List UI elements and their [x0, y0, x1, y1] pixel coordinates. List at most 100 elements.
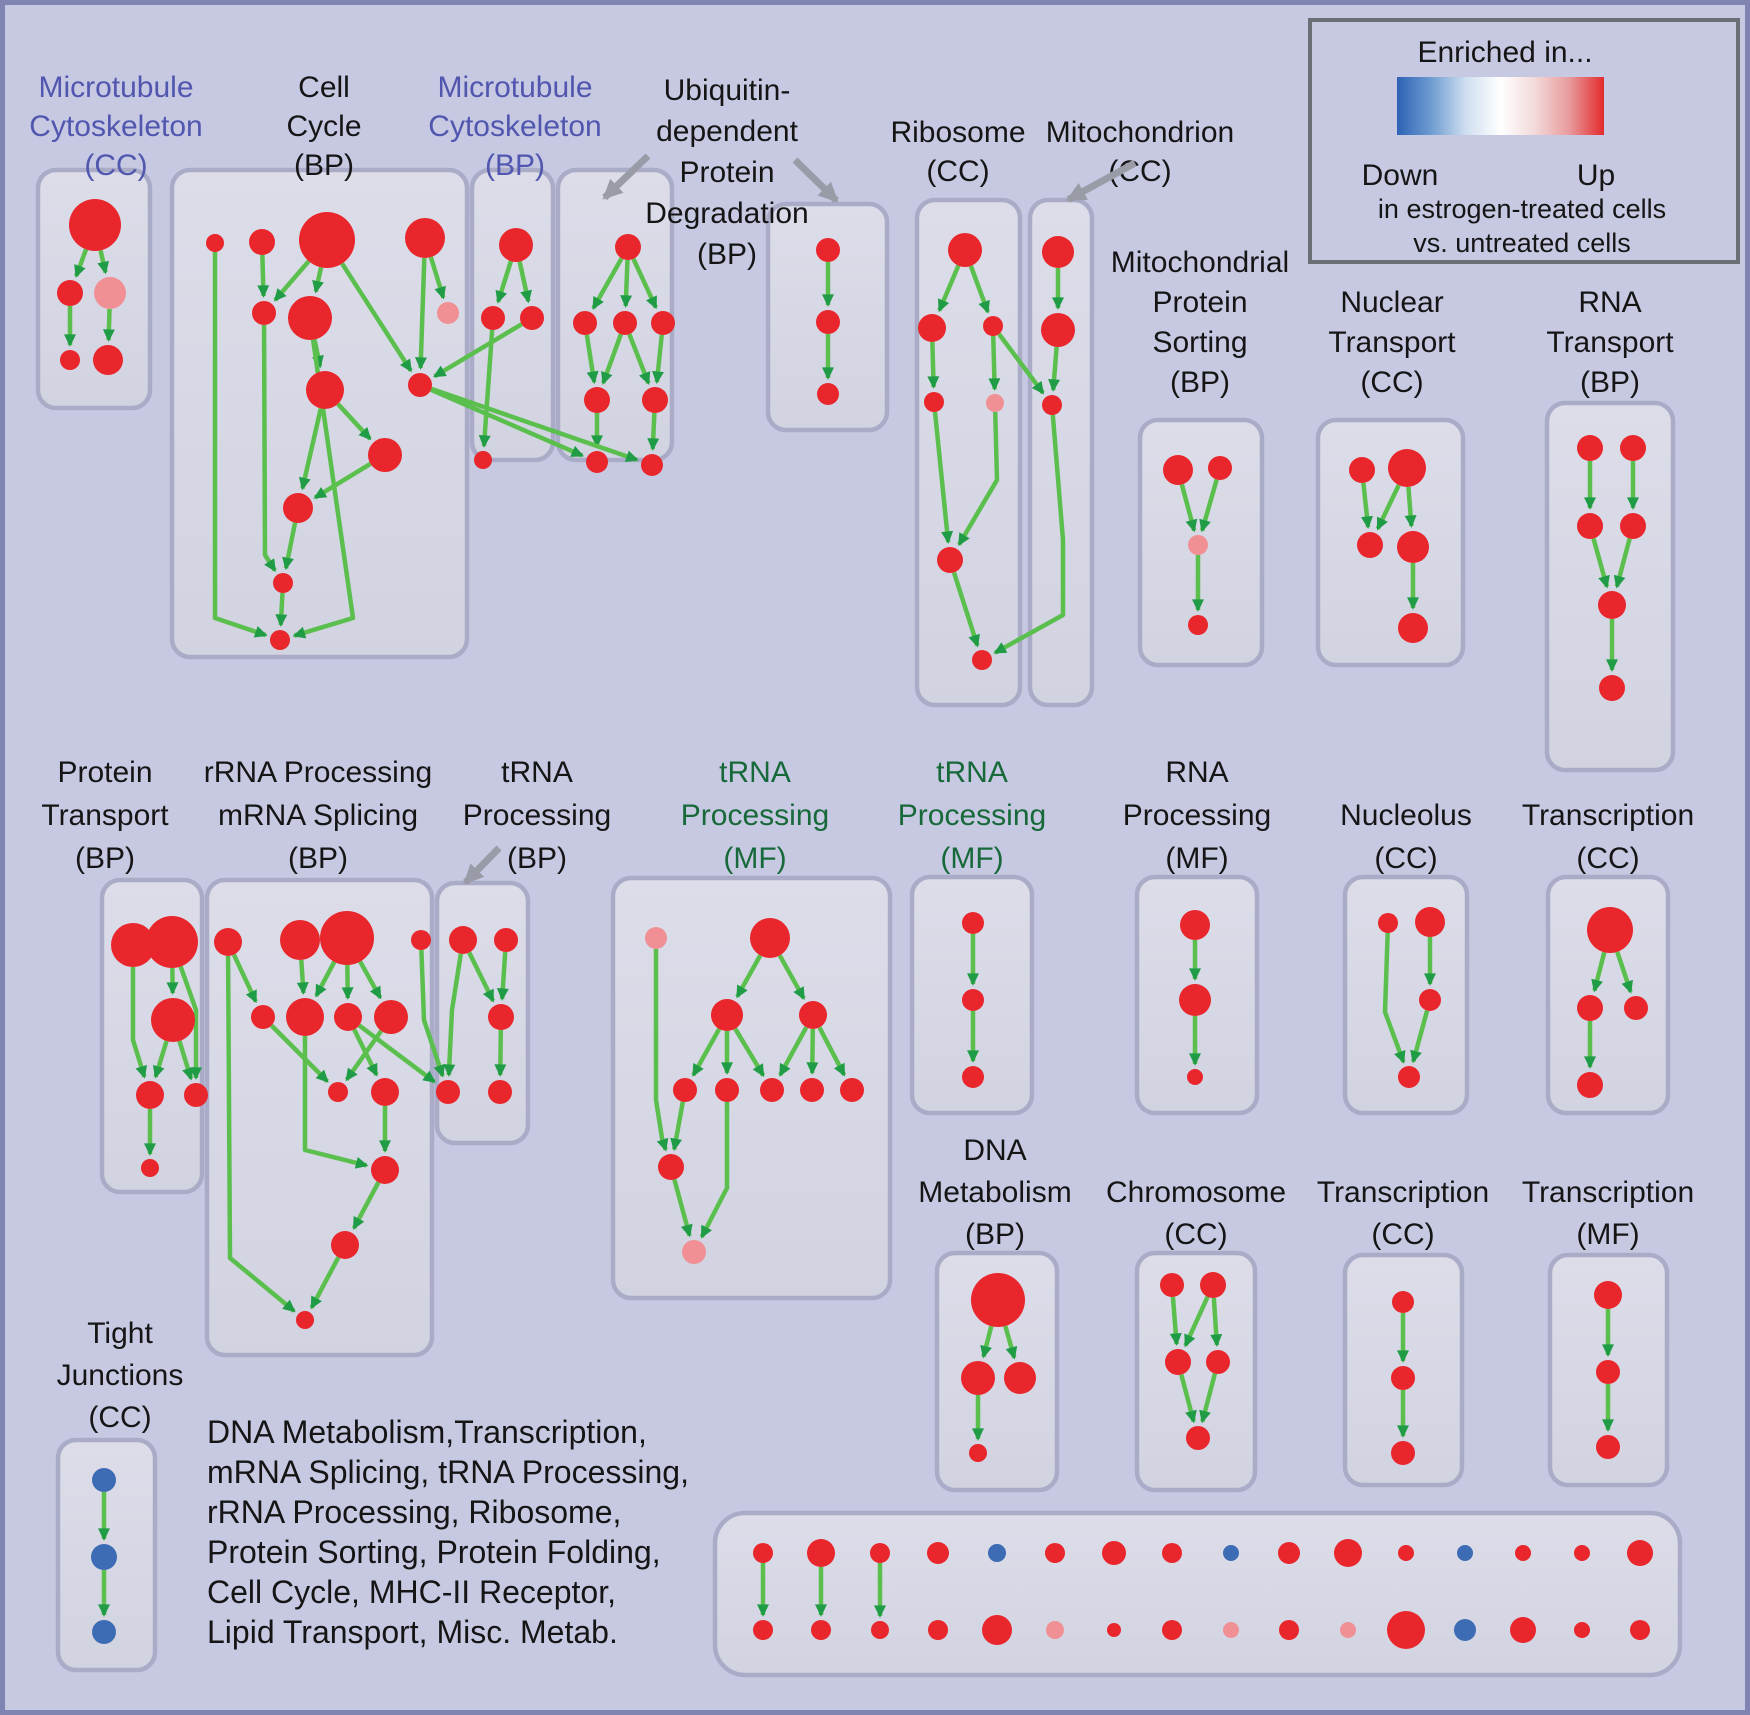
cluster-label-line: Processing: [1123, 799, 1271, 832]
edge-arrow: [358, 960, 383, 1000]
bottom-panel-node-top: [988, 1544, 1006, 1562]
node-dna-metabolism-bp: [961, 1361, 995, 1395]
edge-arrow: [1615, 951, 1633, 994]
cluster-label-chromosome-cc: Chromosome (CC): [1106, 1176, 1286, 1251]
cluster-label-line: (BP): [1580, 366, 1640, 399]
bottom-panel-node-bottom: [871, 1621, 889, 1639]
bottom-panel-node-bottom: [982, 1615, 1012, 1645]
bottom-panel-node-bottom: [811, 1620, 831, 1640]
node-ribosome-cc: [972, 650, 992, 670]
node-rrna-processing-mrna-splicing-bp: [296, 1311, 314, 1329]
edge-arrow: [651, 334, 664, 384]
cluster-label-line: Transcription: [1522, 799, 1694, 832]
node-chromosome-cc: [1206, 1350, 1230, 1374]
edge-arrow: [1360, 482, 1373, 529]
cluster-label-line: tRNA: [936, 756, 1008, 789]
edge-arrow: [806, 1028, 819, 1075]
cluster-label-line: (MF): [723, 842, 786, 875]
cluster-label-rrna-processing-mrna-splicing-bp: rRNA Processing mRNA Splicing (BP): [204, 756, 432, 875]
edge-arrow: [1382, 932, 1406, 1064]
node-trna-processing-mf-large: [673, 1078, 697, 1102]
bottom-panel-node-bottom: [1279, 1620, 1299, 1640]
edge-arrow: [647, 412, 660, 451]
bottom-panel-box: [712, 1510, 1683, 1678]
edge-arrow: [443, 953, 464, 1077]
node-ribosome-cc: [948, 233, 982, 267]
edge-arrow: [313, 461, 372, 500]
node-ribosome-cc: [986, 394, 1004, 412]
bottom-panel-node-bottom: [1046, 1621, 1064, 1639]
node-rna-processing-mf: [1179, 984, 1211, 1016]
node-trna-processing-mf-small: [962, 912, 984, 934]
node-trna-processing-mf-large: [760, 1078, 784, 1102]
bottom-panel-node-bottom: [1223, 1622, 1239, 1638]
cluster-label-trna-processing-mf-small: tRNA Processing (MF): [898, 756, 1046, 875]
cluster-label-line: Junctions: [57, 1359, 184, 1392]
edge-arrow: [993, 414, 1066, 655]
node-rrna-processing-mrna-splicing-bp: [214, 928, 242, 956]
node-rna-transport-bp: [1577, 435, 1603, 461]
edge-arrow: [927, 341, 940, 389]
cluster-label-mitochondrion-cc: Mitochondrion (CC): [1046, 116, 1234, 188]
cluster-label-line: tRNA: [719, 756, 791, 789]
legend-title: Enriched in...: [1417, 36, 1592, 69]
cluster-label-line: (BP): [288, 842, 348, 875]
node-protein-transport-bp: [184, 1083, 208, 1107]
edge-arrow: [152, 1040, 169, 1079]
cluster-label-line: Degradation: [645, 197, 808, 230]
node-microtubule-cytoskeleton-cc: [93, 345, 123, 375]
node-mitochondrial-protein-sorting-bp: [1188, 615, 1208, 635]
cluster-label-ribosome-cc: Ribosome (CC): [890, 116, 1025, 188]
edge-arrow: [212, 252, 268, 638]
edge-arrow: [968, 265, 990, 314]
node-protein-transport-bp: [141, 1159, 159, 1177]
node-trna-processing-mf-small: [962, 989, 984, 1011]
edge-arrow: [980, 1325, 994, 1359]
edge-arrow: [261, 324, 277, 572]
cluster-label-line: Tight: [87, 1317, 153, 1350]
annotation-arrow: [792, 157, 839, 204]
bottom-panel-node-top: [1334, 1539, 1362, 1567]
edge-arrow: [1183, 1295, 1210, 1348]
cluster-box-microtubule-cytoskeleton-cc: [35, 167, 153, 411]
node-cell-cycle-bp: [283, 493, 313, 523]
edge-arrow: [672, 1178, 693, 1238]
edge-arrow: [467, 951, 496, 1003]
cluster-label-transcription-cc-bottom: Transcription (CC): [1317, 1176, 1489, 1251]
edge-arrow: [1613, 537, 1632, 589]
edge-arrow: [735, 954, 763, 999]
bottom-panel-node-bottom: [1387, 1611, 1425, 1649]
legend-subtitle-line2: vs. untreated cells: [1413, 228, 1631, 258]
cluster-label-line: Mitochondrial: [1111, 246, 1289, 279]
edge-arrow: [1591, 951, 1607, 993]
node-rrna-processing-mrna-splicing-bp: [371, 1078, 399, 1106]
edge-arrow: [478, 329, 495, 448]
edge-arrow: [591, 257, 624, 310]
node-rrna-processing-mrna-splicing-bp: [286, 998, 324, 1036]
layer-nodes: [57, 199, 1653, 1649]
cluster-label-trna-processing-bp: tRNA Processing (BP): [463, 756, 611, 875]
node-nuclear-transport-cc: [1397, 531, 1429, 563]
cluster-label-nuclear-transport-cc: Nuclear Transport (CC): [1328, 286, 1456, 399]
node-ribosome-cc: [983, 316, 1003, 336]
node-tight-junctions-cc: [91, 1544, 117, 1570]
cluster-label-mitochondrial-protein-sorting-bp: Mitochondrial Protein Sorting (BP): [1111, 246, 1289, 399]
node-trna-processing-bp: [436, 1080, 460, 1104]
cluster-label-line: (CC): [88, 1401, 151, 1434]
node-trna-processing-mf-large: [799, 1001, 827, 1029]
node-trna-processing-bp: [488, 1004, 514, 1030]
edge-arrow: [584, 334, 599, 385]
edge-arrow: [631, 257, 658, 310]
layer-labels: Microtubule Cytoskeleton (CC) Cell Cycle (BP)…: [29, 71, 1694, 1650]
bottom-panel-node-bottom: [1630, 1620, 1650, 1640]
bottom-panel-node-top: [1045, 1543, 1065, 1563]
edge-arrow: [292, 339, 356, 639]
node-tight-junctions-cc: [92, 1620, 116, 1644]
node-nucleolus-cc: [1419, 989, 1441, 1011]
edge-arrow: [937, 264, 961, 313]
node-transcription-cc-bottom: [1391, 1441, 1415, 1465]
node-ubiquitin-dependent-protein-degradation-bp: [615, 234, 641, 260]
cluster-label-line: Cytoskeleton: [428, 110, 601, 143]
node-trna-processing-bp: [449, 926, 477, 954]
node-mitochondrial-protein-sorting-bp: [1163, 455, 1193, 485]
